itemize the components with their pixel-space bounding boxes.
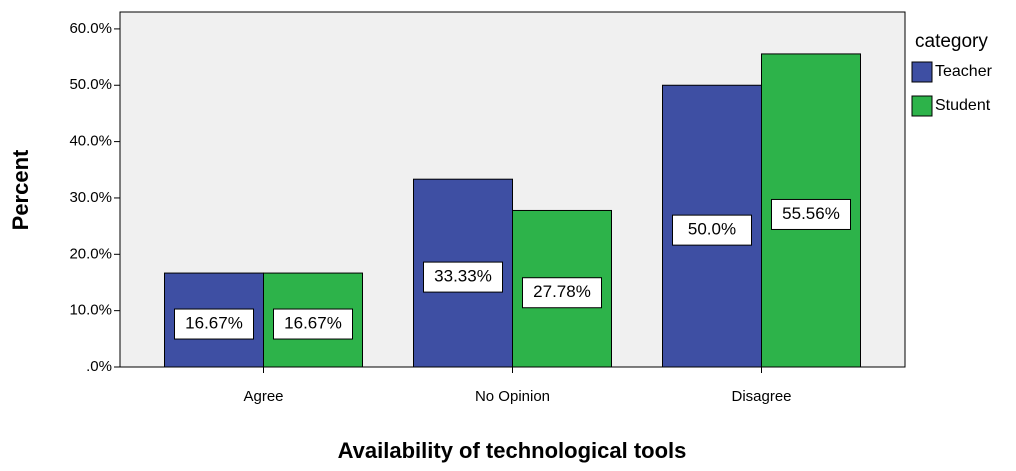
value-label-box — [522, 277, 602, 309]
y-tick-label: .0% — [86, 358, 112, 375]
value-label: 55.56% — [782, 204, 840, 223]
legend-label: Teacher — [935, 63, 993, 80]
value-label-box — [771, 198, 851, 230]
legend-swatch — [911, 95, 933, 117]
value-label: 27.78% — [533, 282, 591, 301]
y-tick-label: 10.0% — [69, 302, 112, 319]
legend-label: Student — [935, 97, 991, 114]
value-label: 50.0% — [688, 220, 736, 239]
y-tick-label: 60.0% — [69, 20, 112, 37]
y-tick-label: 20.0% — [69, 245, 112, 262]
x-tick-label: Agree — [243, 388, 283, 405]
value-label: 16.67% — [185, 314, 243, 333]
x-tick-label: No Opinion — [475, 388, 550, 405]
y-axis-title: Percent — [8, 149, 33, 230]
x-axis-title: Availability of technological tools — [338, 438, 687, 463]
value-label-box — [423, 261, 503, 293]
x-tick-label: Disagree — [731, 388, 791, 405]
value-label-box — [672, 214, 752, 246]
legend-swatch — [911, 61, 933, 83]
value-label: 16.67% — [284, 314, 342, 333]
value-label-box — [174, 308, 254, 340]
y-tick-label: 40.0% — [69, 133, 112, 150]
value-label: 33.33% — [434, 267, 492, 286]
value-label-box — [273, 308, 353, 340]
y-tick-label: 50.0% — [69, 76, 112, 93]
y-tick-label: 30.0% — [69, 189, 112, 206]
legend-title: category — [915, 31, 988, 52]
